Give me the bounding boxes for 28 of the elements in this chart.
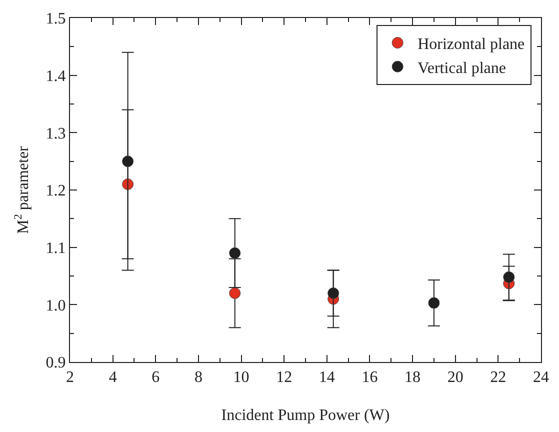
y-tick-label: 1.4 [46,68,66,85]
x-tick-label: 12 [276,369,292,386]
x-tick-label: 8 [194,369,202,386]
x-tick-label: 2 [66,369,74,386]
x-tick-label: 24 [533,369,549,386]
x-axis-title: Incident Pump Power (W) [221,407,390,424]
x-tick-label: 20 [447,369,464,386]
point [229,247,241,259]
x-tick-label: 18 [404,369,421,386]
y-tick-label: 0.9 [46,354,66,372]
y-tick-label: 1.5 [46,10,66,28]
point [428,297,440,309]
x-tick-label: 4 [108,369,117,386]
point [122,156,134,168]
y-tick-label: 1.1 [46,240,66,257]
y-tick-label: 1.2 [46,182,66,200]
point [328,287,340,299]
x-tick-label: 10 [233,369,250,386]
point [503,271,515,283]
legend-label: Horizontal plane [418,36,525,54]
x-tick-label: 6 [152,369,160,386]
x-tick-label: 16 [362,369,378,386]
x-tick-label: 14 [318,369,335,386]
y-tick-label: 1.0 [46,297,66,314]
x-tick-label: 22 [490,369,506,386]
point [229,287,241,299]
legend-label: Vertical plane [418,60,506,77]
y-tick-label: 1.3 [46,125,66,142]
